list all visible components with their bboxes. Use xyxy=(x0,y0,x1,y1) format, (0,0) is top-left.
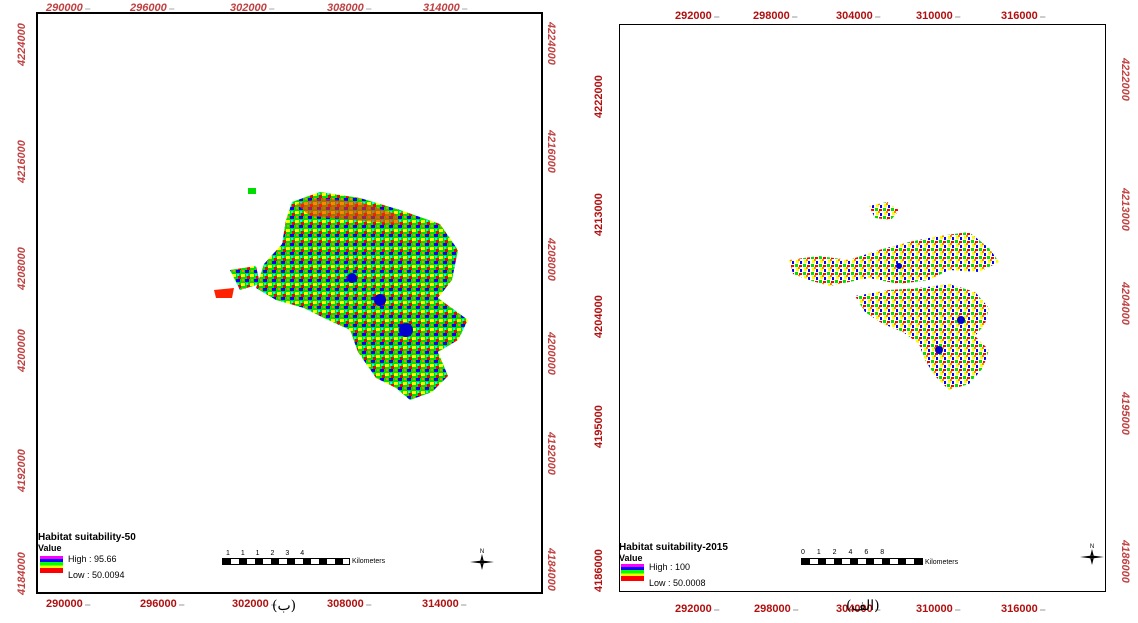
map-panel-alef: 292000 --- 298000 --- 304000 --- 310000 --- … xyxy=(569,0,1138,623)
y-tick-left: 4192000 xyxy=(16,449,28,492)
y-tick-left: 4184000 xyxy=(16,552,28,595)
y-tick-left: 4213000 xyxy=(593,193,605,236)
svg-text:N: N xyxy=(1090,544,1094,550)
figure-caption: (الف) xyxy=(846,598,880,614)
scale-bar xyxy=(801,558,923,565)
legend-subtitle: Value xyxy=(38,543,62,553)
y-tick-left: 4186000 xyxy=(593,549,605,592)
y-tick-right: 4184000 xyxy=(545,548,557,591)
legend-high-label: High : 95.66 xyxy=(68,554,117,564)
x-tick-top: 310000 --- xyxy=(916,10,961,22)
x-tick-top: 304000 --- xyxy=(836,10,881,22)
y-tick-right: 4208000 xyxy=(545,238,557,281)
legend-subtitle: Value xyxy=(619,553,643,563)
north-arrow-icon: N xyxy=(470,549,494,570)
x-tick-top: 298000 --- xyxy=(753,10,798,22)
x-tick-bottom: 292000 --- xyxy=(675,603,720,615)
habitat-suitability-raster xyxy=(789,202,999,390)
north-arrow-icon: N xyxy=(1080,544,1104,565)
map-panel-b: 290000 --- 296000 --- 302000 --- 308000 --- … xyxy=(16,2,557,614)
legend-color-ramp xyxy=(40,556,63,573)
x-tick-bottom: 290000 --- xyxy=(46,598,91,610)
figure-caption: (ب) xyxy=(272,598,297,614)
y-tick-right: 4192000 xyxy=(545,432,557,475)
scale-unit: Kilometers xyxy=(925,559,959,566)
y-tick-left: 4222000 xyxy=(593,75,605,118)
y-tick-right: 4216000 xyxy=(545,130,557,173)
x-tick-bottom: 310000 --- xyxy=(916,603,961,615)
legend-low-label: Low : 50.0094 xyxy=(68,570,125,580)
y-tick-right: 4186000 xyxy=(1119,540,1131,583)
legend-title: Habitat suitability-50 xyxy=(38,532,136,543)
legend-low-label: Low : 50.0008 xyxy=(649,578,706,588)
y-tick-right: 4195000 xyxy=(1119,392,1131,435)
y-tick-right: 4213000 xyxy=(1119,188,1131,231)
map-legend: Habitat suitability-2015 Value High : 10… xyxy=(619,542,779,592)
x-tick-top: 314000 --- xyxy=(423,2,468,14)
y-tick-left: 4204000 xyxy=(593,295,605,338)
x-tick-top: 316000 --- xyxy=(1001,10,1046,22)
x-tick-bottom: 308000 --- xyxy=(327,598,372,610)
y-tick-right: 4224000 xyxy=(545,22,557,65)
y-tick-right: 4222000 xyxy=(1119,58,1131,101)
x-tick-bottom: 304000 --- xyxy=(836,603,881,615)
x-tick-top: 292000 --- xyxy=(675,10,720,22)
y-tick-left: 4195000 xyxy=(593,405,605,448)
x-tick-bottom: 314000 --- xyxy=(422,598,467,610)
legend-title: Habitat suitability-2015 xyxy=(619,542,728,553)
y-tick-left: 4224000 xyxy=(16,23,28,66)
scale-unit: Kilometers xyxy=(352,558,386,565)
x-tick-bottom: 316000 --- xyxy=(1001,603,1046,615)
scale-numbers: 0 1 2 4 6 8 xyxy=(801,549,885,556)
y-tick-left: 4200000 xyxy=(16,329,28,372)
y-tick-right: 4204000 xyxy=(1119,282,1131,325)
x-tick-bottom: 298000 --- xyxy=(754,603,799,615)
x-tick-bottom: 302000 --- xyxy=(232,598,277,610)
x-tick-bottom: 296000 --- xyxy=(140,598,185,610)
y-tick-right: 4200000 xyxy=(545,332,557,375)
x-tick-top: 296000 --- xyxy=(130,2,175,14)
legend-high-label: High : 100 xyxy=(649,562,691,572)
x-tick-top: 302000 --- xyxy=(230,2,275,14)
scale-numbers: 1 1 1 2 3 4 xyxy=(226,550,305,557)
map-legend: Habitat suitability-50 Value High : 95.6… xyxy=(38,532,198,582)
y-tick-left: 4208000 xyxy=(16,247,28,290)
x-tick-top: 290000 --- xyxy=(46,2,91,14)
habitat-suitability-raster xyxy=(214,188,468,400)
scale-bar xyxy=(222,558,350,565)
x-tick-top: 308000 --- xyxy=(327,2,372,14)
y-tick-left: 4216000 xyxy=(16,140,28,183)
legend-color-ramp xyxy=(621,564,644,581)
svg-text:N: N xyxy=(480,549,484,555)
